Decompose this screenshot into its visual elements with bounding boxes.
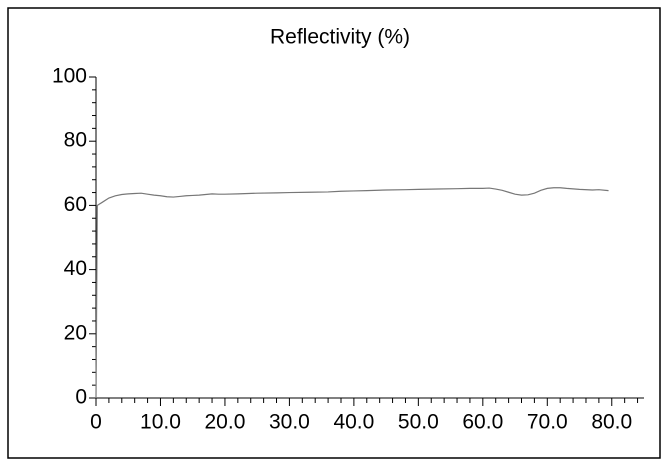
chart-title: Reflectivity (%) (270, 26, 410, 49)
y-tick-label: 20 (64, 321, 87, 344)
y-tick-label: 80 (64, 129, 87, 152)
chart-frame (7, 7, 661, 459)
y-tick-label: 100 (52, 65, 87, 88)
x-tick-label: 80.0 (591, 411, 632, 434)
x-tick-label: 0 (90, 411, 102, 434)
x-tick-label: 70.0 (527, 411, 568, 434)
y-tick-label: 0 (75, 386, 87, 409)
x-tick-label: 30.0 (269, 411, 310, 434)
y-tick-label: 40 (64, 257, 87, 280)
x-tick-label: 40.0 (333, 411, 374, 434)
x-tick-label: 60.0 (462, 411, 503, 434)
x-tick-label: 10.0 (140, 411, 181, 434)
x-tick-label: 20.0 (205, 411, 246, 434)
y-tick-label: 60 (64, 193, 87, 216)
data-line (95, 187, 609, 399)
x-tick-label: 50.0 (398, 411, 439, 434)
